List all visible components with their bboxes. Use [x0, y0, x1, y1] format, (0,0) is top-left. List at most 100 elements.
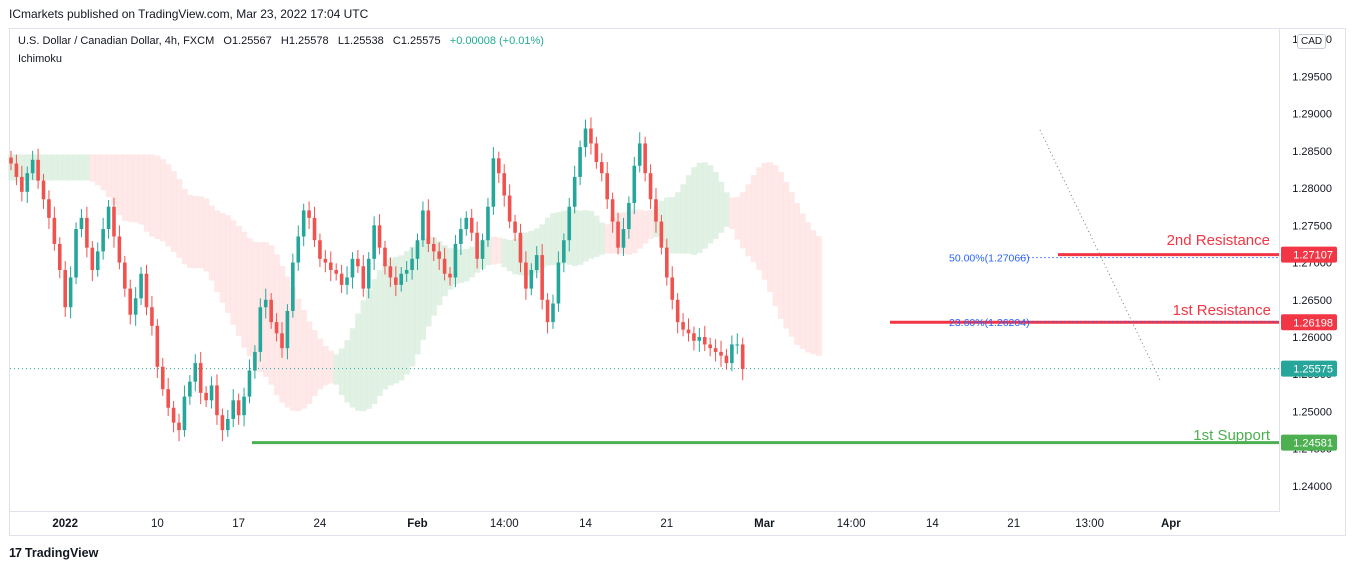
- symbol-name: U.S. Dollar / Canadian Dollar, 4h, FXCM: [18, 35, 215, 47]
- cloud-segment: [366, 289, 372, 409]
- chart-labels: 50.00%(1.27066) 23.60%(1.26204) 2nd Resist…: [949, 232, 1271, 444]
- cloud-segment: [571, 209, 578, 267]
- candle-body: [68, 277, 73, 308]
- candle-body: [188, 381, 192, 397]
- indicator-legend[interactable]: Ichimoku: [18, 53, 63, 65]
- cloud-segment: [116, 154, 123, 216]
- candle-body: [215, 385, 219, 416]
- candle-body: [502, 173, 507, 196]
- candle-body: [106, 206, 111, 230]
- candle-body: [589, 128, 593, 144]
- cloud-segment: [761, 162, 768, 280]
- cloud-segment: [674, 192, 681, 254]
- cloud-segment: [355, 313, 362, 411]
- time-tick-label: 14:00: [837, 518, 866, 530]
- candle-body: [545, 299, 550, 323]
- cloud-segment: [669, 197, 676, 254]
- cloud-segment: [550, 213, 557, 266]
- candle-body: [36, 159, 40, 181]
- cloud-segment: [306, 321, 313, 405]
- cloud-segment: [609, 217, 616, 254]
- cloud-segment: [208, 205, 215, 281]
- candle-body: [730, 344, 734, 364]
- candle-body: [258, 307, 263, 352]
- candle-body: [534, 255, 539, 270]
- ohlc-low: L1.25538: [337, 35, 384, 47]
- candle-body: [670, 277, 675, 300]
- cloud-segment: [73, 154, 80, 181]
- time-tick-label: 14:00: [490, 518, 519, 530]
- cloud-segment: [203, 198, 210, 272]
- cloud-segment: [604, 224, 611, 254]
- candle-body: [323, 258, 328, 263]
- cloud-segment: [403, 251, 410, 375]
- candle-body: [659, 221, 664, 248]
- candle-body: [388, 266, 393, 278]
- candle-body: [95, 251, 100, 270]
- cloud-segment: [691, 167, 698, 255]
- candle-body: [491, 158, 496, 207]
- tradingview-brand[interactable]: 17 TradingView: [9, 546, 98, 560]
- cloud-segment: [149, 154, 156, 237]
- candle-body: [724, 355, 729, 364]
- cloud-segment: [696, 162, 703, 254]
- price-axis[interactable]: [1280, 28, 1346, 512]
- candle-body: [52, 217, 57, 244]
- price-tick-label: 1.25000: [1292, 406, 1332, 418]
- time-axis[interactable]: [9, 512, 1346, 536]
- candle-body: [57, 243, 62, 270]
- candle-body: [572, 176, 577, 207]
- cloud-segment: [349, 328, 356, 408]
- cloud-segment: [317, 338, 324, 390]
- cloud-segment: [702, 162, 708, 249]
- cloud-segment: [788, 192, 795, 337]
- cloud-segment: [436, 241, 443, 306]
- chart-pane[interactable]: [9, 28, 1280, 512]
- candle-body: [437, 251, 441, 259]
- candle-body: [469, 217, 474, 233]
- candle-body: [253, 351, 257, 371]
- cloud-segment: [382, 263, 389, 390]
- candle-body: [9, 157, 13, 164]
- cloud-segment: [344, 340, 351, 403]
- candle-body: [25, 173, 30, 192]
- cloud-segment: [810, 230, 817, 355]
- candle-body: [486, 206, 490, 241]
- time-tick-label: Apr: [1161, 518, 1181, 530]
- cloud-segment: [506, 239, 513, 272]
- candle-body: [133, 298, 138, 315]
- candle-body: [74, 229, 78, 278]
- resistance-1-label: 1st Resistance: [1173, 302, 1271, 319]
- candle-body: [339, 273, 344, 285]
- cloud-segment: [376, 270, 383, 396]
- candle-body: [480, 240, 485, 259]
- candle-body: [150, 307, 154, 326]
- cloud-segment: [463, 248, 470, 282]
- cloud-segment: [219, 213, 226, 303]
- candle-body: [112, 206, 116, 237]
- tradingview-logo-icon: 17: [9, 546, 22, 560]
- candle-body: [394, 277, 398, 285]
- candle-body: [193, 363, 198, 382]
- candle-body: [47, 199, 51, 218]
- currency-badge[interactable]: CAD: [1297, 34, 1327, 49]
- candle-body: [708, 344, 712, 349]
- cloud-segment: [777, 171, 784, 319]
- candle-body: [301, 210, 306, 237]
- candle-body: [632, 165, 637, 203]
- time-tick-label: 13:00: [1075, 518, 1104, 530]
- candle-body: [637, 143, 642, 166]
- cloud-segment: [685, 175, 692, 254]
- cloud-segment: [729, 197, 736, 230]
- cloud-segment: [57, 154, 63, 181]
- cloud-segment: [333, 354, 340, 385]
- last-price-badge-text: 1.25575: [1293, 364, 1333, 376]
- price-tick-label: 1.28500: [1292, 146, 1332, 158]
- candle-body: [285, 310, 290, 349]
- cloud-segment: [95, 154, 101, 186]
- cloud-segment: [544, 217, 551, 266]
- time-tick-label: 14: [579, 518, 592, 530]
- cloud-segment: [230, 220, 237, 325]
- cloud-segment: [176, 179, 183, 258]
